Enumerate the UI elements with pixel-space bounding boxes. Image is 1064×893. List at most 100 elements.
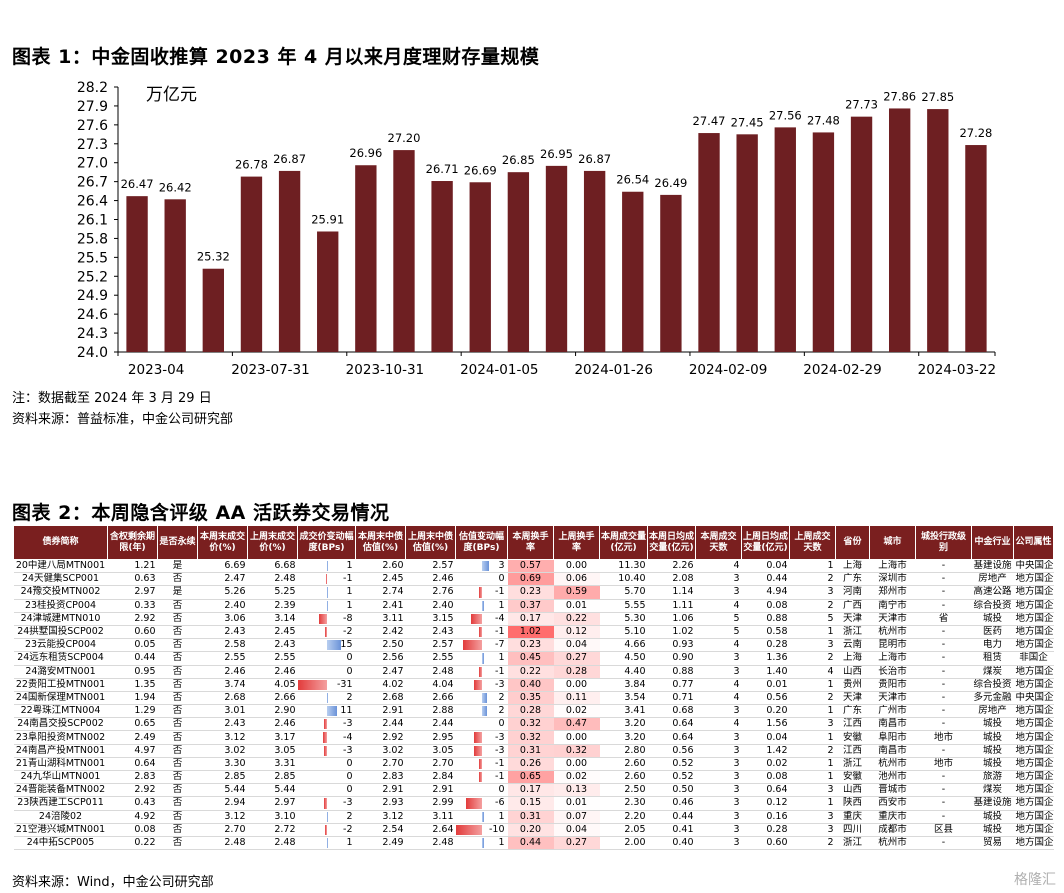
table-cell: 安徽 <box>835 770 870 785</box>
table-cell: -4 <box>297 730 356 745</box>
table-cell: 1 <box>455 836 508 851</box>
cell-value: 11 <box>340 705 353 717</box>
table-cell: 3.11 <box>355 612 406 626</box>
table-cell: 0.60 <box>741 836 790 851</box>
table-cell: 非国企 <box>1013 651 1054 666</box>
table-cell: 0.44 <box>741 572 790 587</box>
table-cell: 广州市 <box>869 704 916 719</box>
cell-value: -3 <box>495 744 505 756</box>
change-bar <box>323 719 327 730</box>
table-cell: 广东 <box>835 572 870 587</box>
table-cell: 城投 <box>971 612 1014 626</box>
table-cell: 24涪陵02 <box>13 810 108 824</box>
table-cell: 0.04 <box>553 638 600 653</box>
table-cell: 1.29 <box>107 704 158 719</box>
cell-value: 1 <box>346 586 353 598</box>
table-cell: 成都市 <box>869 823 916 837</box>
cell-value: -6 <box>495 797 505 809</box>
table-cell: 0.41 <box>647 823 696 837</box>
table-cell: 0.45 <box>507 651 554 666</box>
table-cell: -4 <box>455 612 508 626</box>
table-cell: 2 <box>297 810 356 824</box>
table-cell: 3 <box>789 823 836 837</box>
table-cell: 2.08 <box>647 572 696 587</box>
cell-value: 0 <box>346 665 353 677</box>
table-cell: 23桂投资CP004 <box>13 599 108 613</box>
table-cell: 4.97 <box>107 744 158 758</box>
table-cell: 3 <box>695 810 742 824</box>
table-cell: 20中建八局MTN001 <box>13 559 108 574</box>
table-cell: 2 <box>455 691 508 706</box>
table-cell: 1 <box>297 585 356 600</box>
table-cell: 5 <box>695 625 742 640</box>
table-cell: 否 <box>157 823 198 837</box>
data-label: 26.47 <box>121 177 154 191</box>
cell-value: -7 <box>495 639 505 651</box>
table-cell: 1 <box>455 651 508 666</box>
column-header: 公司属性 <box>1013 525 1054 560</box>
change-bar <box>455 824 482 835</box>
table-cell: 0.12 <box>741 796 790 811</box>
table-cell: 地方国企 <box>1013 757 1054 772</box>
table-cell: 郑州市 <box>869 585 916 600</box>
table-cell: 2.20 <box>599 810 648 824</box>
column-header: 含权剩余期限(年) <box>107 525 158 560</box>
cell-value: 0 <box>498 784 505 796</box>
table-cell: 地方国企 <box>1013 823 1054 837</box>
table-cell: 城投 <box>971 730 1014 745</box>
column-header: 上周末中债估值(%) <box>405 525 456 560</box>
table-cell: 山西 <box>835 665 870 679</box>
y-tick-label: 27.3 <box>77 137 108 153</box>
table-cell: 3 <box>695 836 742 851</box>
table-cell: 2.43 <box>197 717 248 732</box>
table-cell: 1.11 <box>647 599 696 613</box>
table-cell: - <box>915 585 972 600</box>
table-cell: 上海市 <box>869 651 916 666</box>
change-bar <box>326 600 328 611</box>
x-tick-label: 2023-04 <box>128 362 184 378</box>
table-cell: 安徽 <box>835 730 870 745</box>
table-cell: 0.40 <box>647 836 696 851</box>
table-cell: 2.00 <box>599 836 648 851</box>
bar <box>812 132 835 352</box>
table-cell: 4 <box>695 559 742 574</box>
table-cell: - <box>915 638 972 653</box>
table-cell: 地方国企 <box>1013 783 1054 798</box>
table-cell: 0.93 <box>647 638 696 653</box>
table-cell: 2 <box>789 691 836 706</box>
table-cell: 1 <box>297 559 356 574</box>
table-cell: - <box>915 770 972 785</box>
table-cell: 重庆 <box>835 810 870 824</box>
change-bar <box>324 824 327 835</box>
cell-value: -3 <box>343 718 353 730</box>
table-cell: 24国新保理MTN001 <box>13 691 108 706</box>
table-cell: - <box>915 810 972 824</box>
y-tick-label: 24.9 <box>77 288 108 304</box>
cell-value: -4 <box>343 731 353 743</box>
table-cell: 城投 <box>971 757 1014 772</box>
table-cell: 2.30 <box>599 796 648 811</box>
cell-value: 1 <box>346 599 353 611</box>
table-cell: 0.63 <box>107 572 158 587</box>
data-label: 26.87 <box>273 152 306 166</box>
table-cell: 5.70 <box>599 585 648 600</box>
column-header: 成交价变动幅度(BPs) <box>297 525 356 560</box>
table-cell: 杭州市 <box>869 625 916 640</box>
table-cell: - <box>915 572 972 587</box>
table-cell: 1.40 <box>741 665 790 679</box>
cell-value: 1 <box>498 652 505 664</box>
table-cell: 2.70 <box>355 757 406 772</box>
table-cell: 3.12 <box>355 810 406 824</box>
bar <box>240 176 263 352</box>
table-cell: 2.48 <box>405 836 456 851</box>
table-cell: 贵阳市 <box>869 678 916 692</box>
table-cell: -6 <box>455 796 508 811</box>
change-bar <box>481 811 485 822</box>
table-cell: -31 <box>297 678 356 692</box>
bar <box>393 150 415 352</box>
y-axis-unit-label: 万亿元 <box>146 85 197 105</box>
table-row: 24九华山MTN001 2.83 否 2.85 2.85 0 2.83 2.84 -1 0.65 0… <box>13 770 1054 785</box>
cell-value: -3 <box>343 744 353 756</box>
table-cell: 2.99 <box>405 796 456 811</box>
x-tick-label: 2024-02-29 <box>803 362 881 378</box>
